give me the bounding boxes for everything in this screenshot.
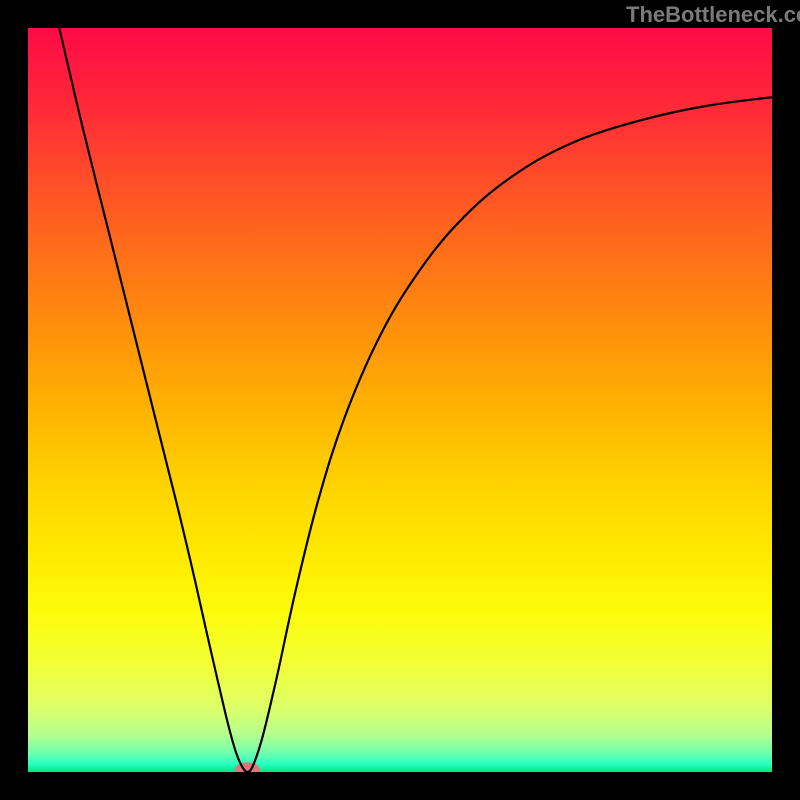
chart-container: TheBottleneck.com: [0, 0, 800, 800]
watermark-text: TheBottleneck.com: [626, 2, 800, 27]
plot-background: [28, 28, 772, 772]
bottleneck-chart: TheBottleneck.com: [0, 0, 800, 800]
